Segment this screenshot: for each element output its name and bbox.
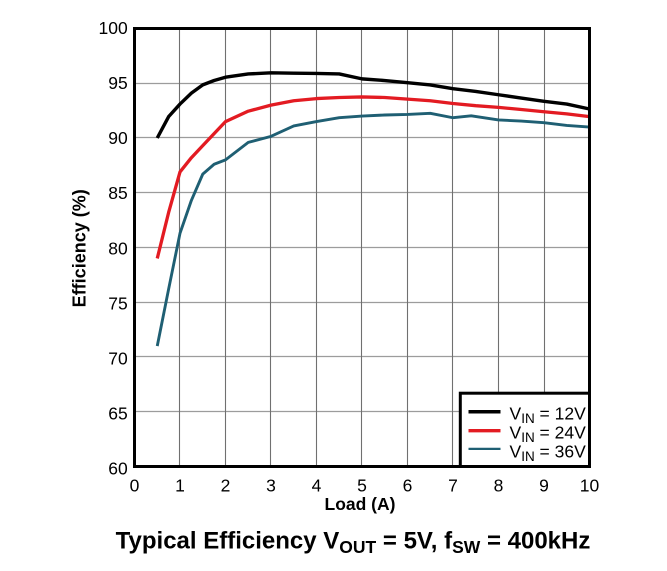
svg-text:10: 10	[580, 476, 600, 496]
svg-text:1: 1	[175, 476, 185, 496]
svg-text:65: 65	[108, 403, 127, 423]
svg-text:90: 90	[108, 128, 128, 148]
svg-text:60: 60	[108, 458, 128, 478]
svg-text:8: 8	[494, 476, 504, 496]
svg-text:VIN = 36V: VIN = 36V	[510, 441, 587, 464]
svg-text:80: 80	[108, 238, 128, 258]
svg-text:85: 85	[108, 183, 127, 203]
svg-text:70: 70	[108, 348, 128, 368]
svg-text:95: 95	[108, 73, 127, 93]
svg-text:Efficiency (%): Efficiency (%)	[70, 189, 90, 307]
svg-text:3: 3	[266, 476, 276, 496]
svg-text:2: 2	[221, 476, 231, 496]
svg-text:4: 4	[312, 476, 322, 496]
svg-text:7: 7	[448, 476, 458, 496]
svg-text:6: 6	[403, 476, 413, 496]
svg-text:Typical Efficiency VOUT = 5V,: Typical Efficiency VOUT = 5V, fSW = 400k…	[116, 528, 591, 558]
svg-text:Load (A): Load (A)	[325, 494, 396, 514]
svg-text:100: 100	[98, 18, 127, 38]
svg-text:75: 75	[108, 293, 127, 313]
svg-text:9: 9	[539, 476, 549, 496]
svg-text:0: 0	[130, 476, 140, 496]
svg-text:5: 5	[357, 476, 367, 496]
